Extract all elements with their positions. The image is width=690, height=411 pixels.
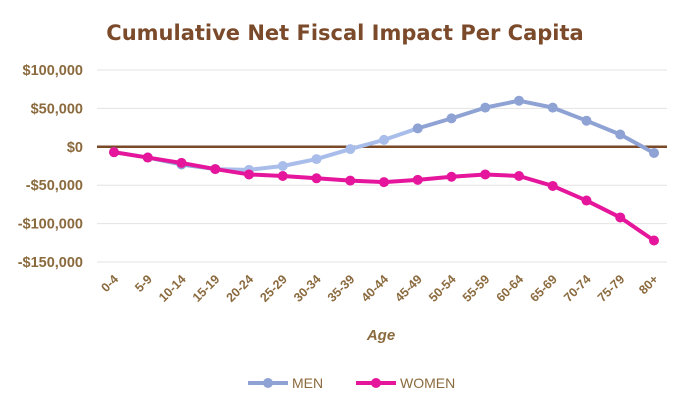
data-point bbox=[514, 95, 524, 106]
series-line-segment bbox=[382, 177, 420, 185]
x-axis-ticks: 0-4 5-9 10-14 15-19 20-24 25-29 30-34 35-39 40-4… bbox=[98, 272, 661, 305]
x-tick-label: 20-24 bbox=[224, 272, 257, 305]
x-tick-label: 15-19 bbox=[190, 272, 223, 305]
data-point bbox=[615, 129, 626, 140]
data-point bbox=[547, 102, 558, 113]
x-tick-label: 45-49 bbox=[392, 272, 425, 305]
series-line-segment bbox=[517, 173, 555, 188]
legend-label: WOMEN bbox=[400, 375, 455, 391]
data-point bbox=[176, 157, 187, 168]
series-line-segment bbox=[247, 164, 285, 172]
series-line-segment bbox=[618, 215, 656, 243]
data-point bbox=[277, 161, 288, 171]
data-point bbox=[480, 169, 491, 180]
series-line-segment bbox=[415, 116, 454, 131]
y-tick-label: $50,000 bbox=[31, 101, 83, 117]
data-point bbox=[311, 154, 322, 165]
legend-marker bbox=[371, 378, 381, 388]
series-line-segment bbox=[179, 160, 218, 172]
x-tick-label: 80+ bbox=[636, 272, 661, 297]
data-point bbox=[345, 175, 356, 186]
data-point bbox=[379, 177, 389, 188]
x-tick-label: 70-74 bbox=[561, 272, 594, 305]
data-point bbox=[649, 235, 659, 246]
x-axis-label: Age bbox=[366, 327, 395, 344]
series-line-segment bbox=[213, 167, 251, 177]
series-women bbox=[109, 147, 659, 246]
x-tick-label: 5-9 bbox=[132, 272, 155, 295]
data-point bbox=[412, 174, 423, 185]
series-line-segment bbox=[145, 155, 184, 165]
series-line-segment bbox=[314, 147, 353, 162]
data-point bbox=[480, 102, 491, 113]
data-point bbox=[514, 170, 524, 181]
x-tick-label: 25-29 bbox=[257, 272, 290, 305]
series-line-segment bbox=[280, 173, 319, 181]
data-point bbox=[547, 180, 558, 191]
series-line-segment bbox=[280, 157, 319, 168]
series-line-segment bbox=[483, 98, 521, 110]
x-tick-label: 10-14 bbox=[156, 272, 189, 305]
data-point bbox=[311, 173, 322, 184]
x-tick-label: 35-39 bbox=[325, 272, 358, 305]
chart-title: Cumulative Net Fiscal Impact Per Capita bbox=[106, 21, 583, 45]
x-tick-label: 75-79 bbox=[595, 272, 628, 305]
data-point bbox=[649, 147, 659, 158]
data-point bbox=[581, 115, 592, 126]
series-line-segment bbox=[415, 174, 454, 182]
series-line-segment bbox=[382, 126, 420, 142]
legend-item-women: WOMEN bbox=[356, 375, 455, 391]
y-tick-label: -$50,000 bbox=[26, 178, 83, 194]
series-line-segment bbox=[449, 172, 488, 179]
x-tick-label: 65-69 bbox=[527, 272, 560, 305]
y-tick-label: -$150,000 bbox=[18, 255, 83, 271]
x-tick-label: 60-64 bbox=[494, 272, 527, 305]
data-point bbox=[109, 147, 119, 158]
data-point bbox=[345, 144, 356, 155]
series-line-segment bbox=[483, 172, 521, 178]
data-point bbox=[142, 152, 153, 163]
y-axis-ticks: $100,000 $50,000 $0 -$50,000 -$100,000 -$150,… bbox=[18, 63, 83, 271]
legend-item-men: MEN bbox=[248, 375, 323, 391]
data-point bbox=[277, 170, 288, 181]
series-line-segment bbox=[314, 176, 353, 183]
series-line-segment bbox=[449, 105, 488, 121]
data-point bbox=[446, 113, 457, 124]
series-line-segment bbox=[247, 172, 285, 178]
y-tick-label: $0 bbox=[67, 140, 83, 156]
legend-marker bbox=[263, 378, 273, 388]
series-line-segment bbox=[348, 137, 386, 152]
data-point bbox=[412, 123, 423, 134]
legend-label: MEN bbox=[292, 375, 323, 391]
x-tick-label: 50-54 bbox=[426, 272, 459, 305]
series-line-segment bbox=[348, 178, 386, 185]
data-point bbox=[244, 169, 254, 180]
x-tick-label: 30-34 bbox=[291, 272, 324, 305]
series-group bbox=[109, 95, 659, 246]
y-tick-label: $100,000 bbox=[23, 63, 83, 79]
data-point bbox=[581, 195, 592, 206]
series-line-segment bbox=[112, 150, 150, 160]
data-point bbox=[379, 134, 389, 145]
y-tick-label: -$100,000 bbox=[18, 217, 83, 233]
legend: MEN WOMEN bbox=[248, 375, 455, 391]
series-line-segment bbox=[550, 105, 589, 123]
data-point bbox=[210, 164, 221, 175]
x-tick-label: 0-4 bbox=[98, 272, 121, 295]
data-point bbox=[446, 171, 457, 182]
series-line-segment bbox=[618, 132, 656, 155]
x-tick-label: 55-59 bbox=[460, 272, 493, 305]
series-line-segment bbox=[517, 98, 555, 110]
series-line-segment bbox=[550, 183, 589, 203]
series-line-segment bbox=[584, 118, 623, 137]
series-line-segment bbox=[584, 198, 623, 220]
x-tick-label: 40-44 bbox=[359, 272, 392, 305]
data-point bbox=[615, 212, 626, 223]
